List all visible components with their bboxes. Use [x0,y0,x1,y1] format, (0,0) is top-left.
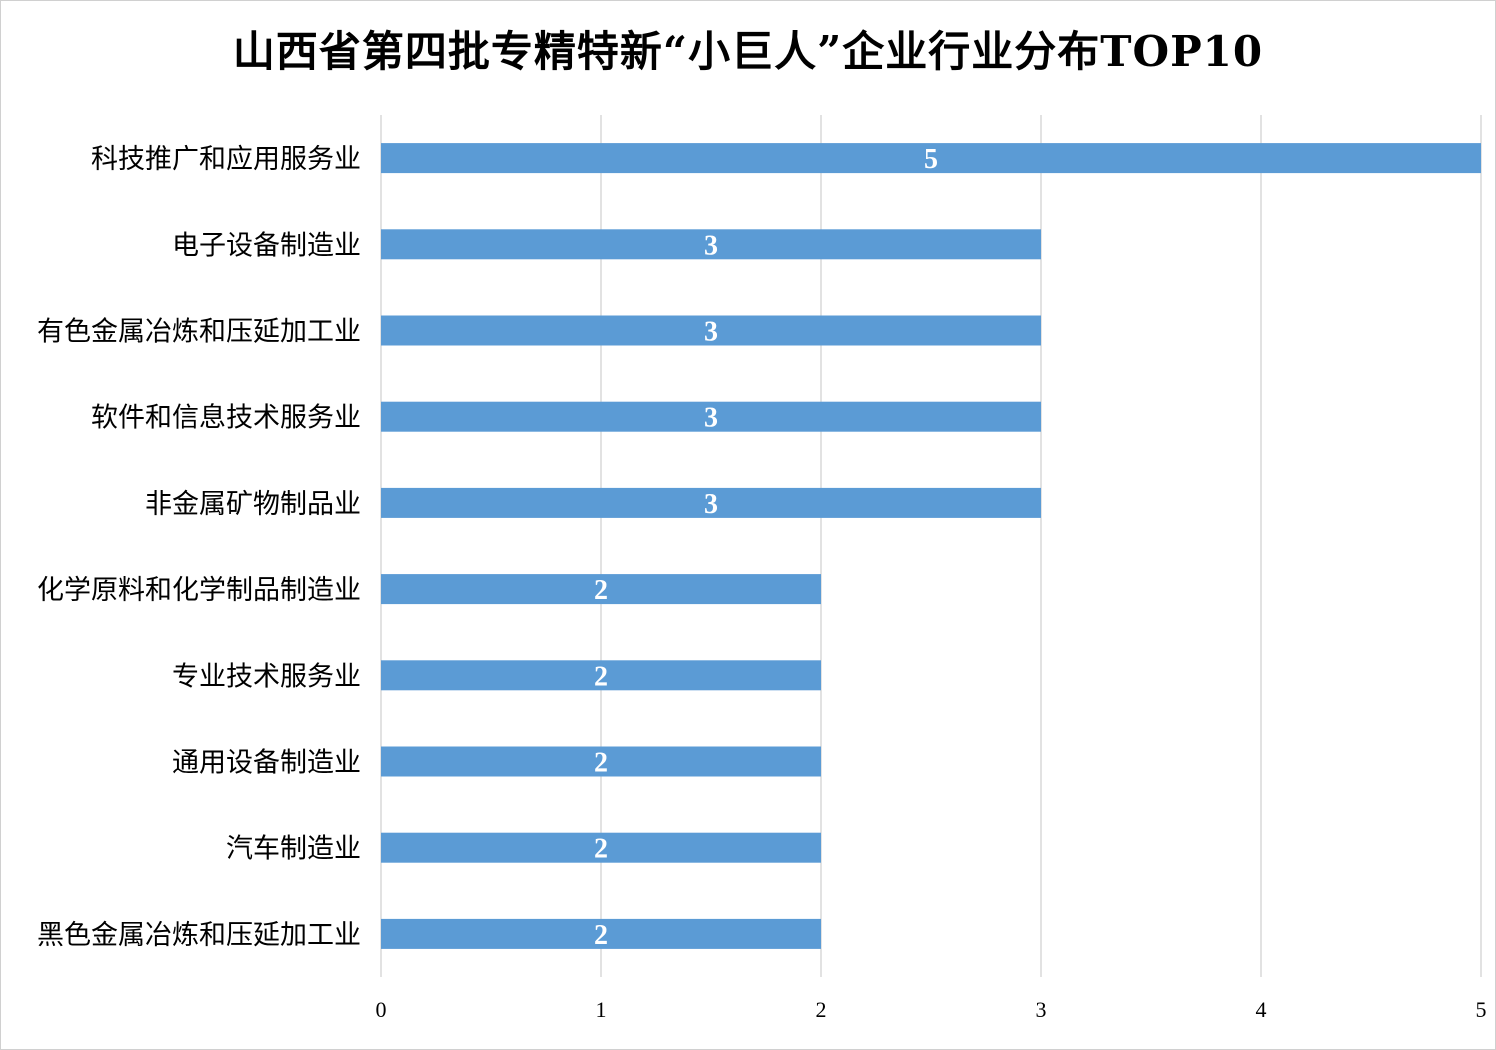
bars [381,143,1481,949]
x-tick-label-1: 1 [596,997,607,1022]
data-label-3: 3 [704,403,718,434]
category-label-6: 专业技术服务业 [172,661,361,692]
bar-1 [381,229,1041,260]
x-axis-ticks: 0 1 2 3 4 5 [376,997,1487,1022]
category-label-3: 软件和信息技术服务业 [91,403,361,434]
category-label-4: 非金属矿物制品业 [145,489,361,520]
category-label-7: 通用设备制造业 [172,748,361,779]
category-label-9: 黑色金属冶炼和压延加工业 [37,920,361,951]
bar-9 [381,918,821,949]
category-label-5: 化学原料和化学制品制造业 [37,575,361,606]
category-label-8: 汽车制造业 [226,834,361,865]
chart-title: 山西省第四批专精特新“小巨人”企业行业分布TOP10 [232,27,1264,76]
x-tick-label-2: 2 [816,997,827,1022]
bar-3 [381,401,1041,432]
category-label-1: 电子设备制造业 [172,230,361,261]
data-label-9: 2 [594,920,608,951]
data-label-8: 2 [594,834,608,865]
data-label-1: 3 [704,230,718,261]
x-tick-label-4: 4 [1256,997,1267,1022]
category-label-2: 有色金属冶炼和压延加工业 [37,317,361,348]
x-tick-label-5: 5 [1476,997,1487,1022]
data-label-7: 2 [594,748,608,779]
data-label-4: 3 [704,489,718,520]
bar-0 [381,143,1481,174]
data-label-6: 2 [594,661,608,692]
bar-7 [381,746,821,777]
data-label-0: 5 [924,144,938,175]
data-labels: 5 3 3 3 3 2 2 2 2 2 [594,144,938,951]
bar-2 [381,315,1041,346]
bar-5 [381,574,821,605]
bar-8 [381,832,821,863]
bar-6 [381,660,821,691]
category-label-0: 科技推广和应用服务业 [91,144,361,175]
data-label-5: 2 [594,575,608,606]
x-tick-label-0: 0 [376,997,387,1022]
bar-4 [381,487,1041,518]
category-labels: 科技推广和应用服务业电子设备制造业有色金属冶炼和压延加工业软件和信息技术服务业非… [37,144,361,951]
x-tick-label-3: 3 [1036,997,1047,1022]
data-label-2: 3 [704,317,718,348]
